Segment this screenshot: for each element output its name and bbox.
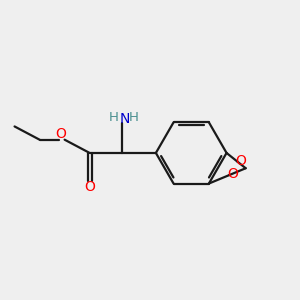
- Text: O: O: [84, 180, 95, 194]
- Text: O: O: [236, 154, 246, 168]
- Text: O: O: [56, 128, 67, 141]
- Text: H: H: [129, 110, 139, 124]
- Text: N: N: [119, 112, 130, 126]
- Text: H: H: [108, 110, 118, 124]
- Text: O: O: [227, 167, 239, 181]
